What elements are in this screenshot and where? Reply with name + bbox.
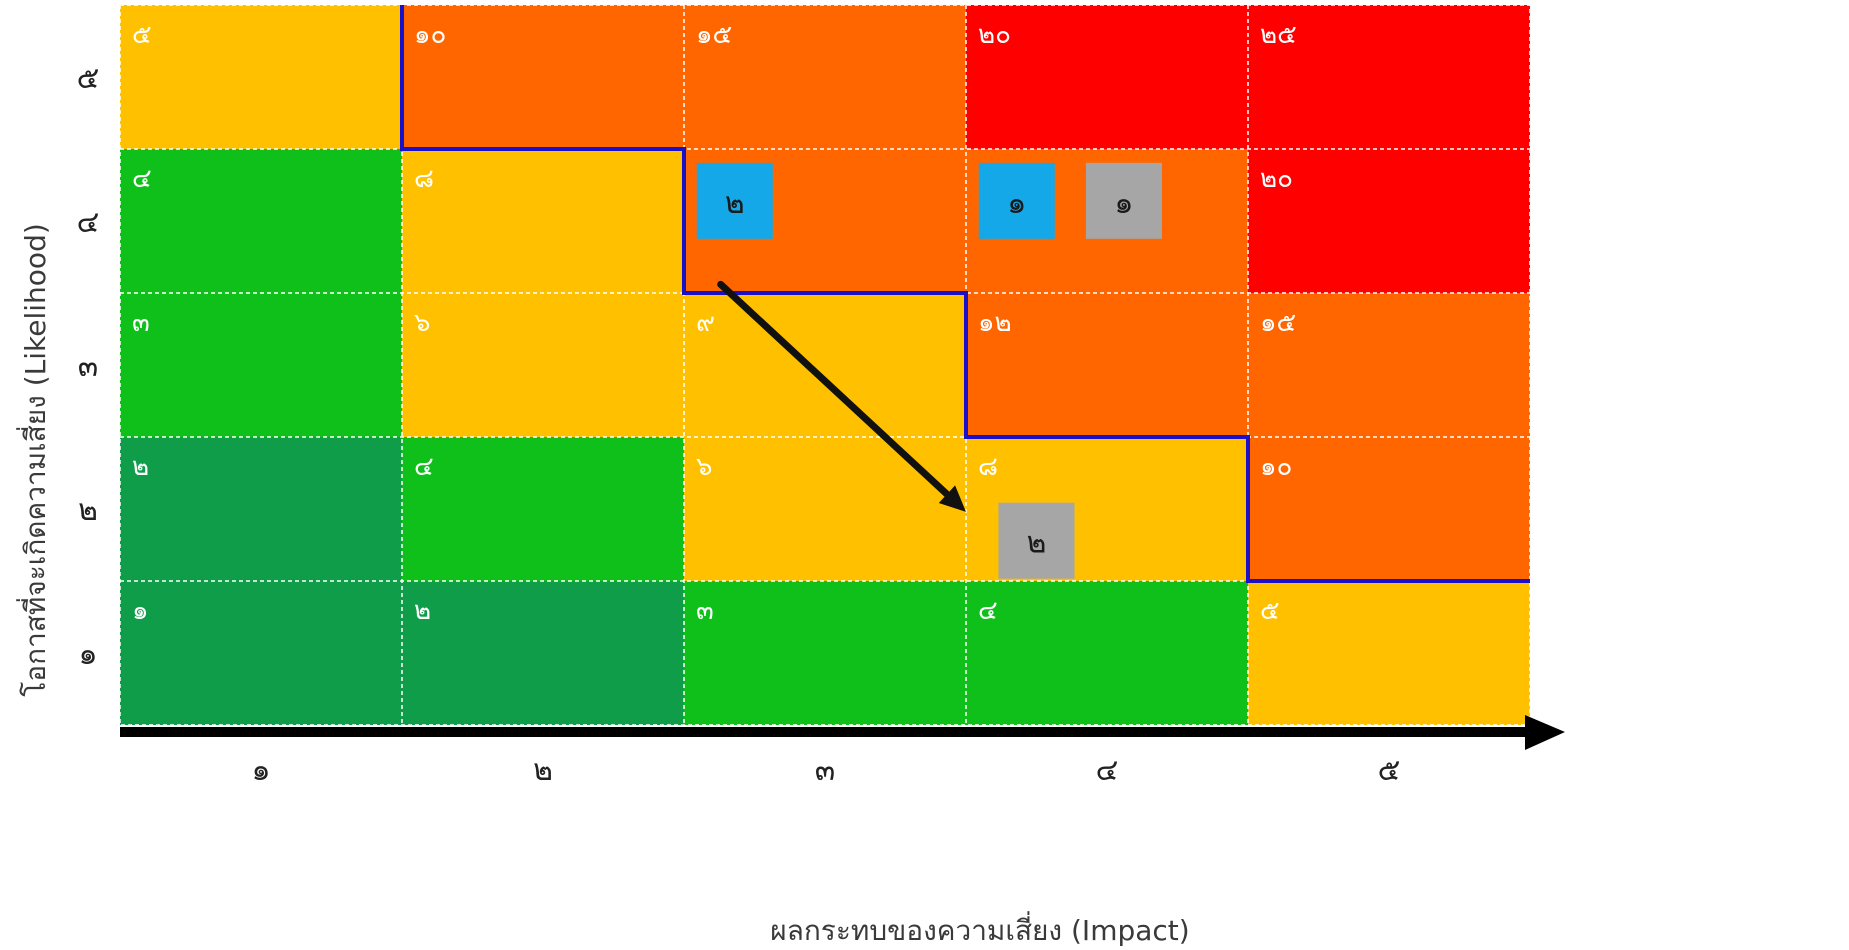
x-axis-title: ผลกระทบของความเสี่ยง (Impact) bbox=[770, 911, 1189, 947]
cell-score-label: ๑ bbox=[132, 596, 149, 626]
cell-score-label: ๕ bbox=[1260, 596, 1280, 626]
heatmap-cell bbox=[402, 293, 684, 437]
trend-arrow-head bbox=[938, 485, 966, 512]
x-tick-label: ๑ bbox=[251, 753, 270, 788]
risk-marker-box bbox=[978, 162, 1055, 239]
heatmap-cell bbox=[120, 149, 402, 293]
x-axis bbox=[120, 715, 1565, 750]
cell-score-label: ๑๐ bbox=[414, 20, 446, 50]
cell-score-label: ๓ bbox=[696, 596, 714, 626]
heatmap-cell bbox=[684, 293, 966, 437]
heatmap-cells: ๕๑๐๑๕๒๐๒๕๔๘๑๒๑๖๒๐๓๖๙๑๒๑๕๒๔๖๘๑๐๑๒๓๔๕ bbox=[120, 5, 1530, 725]
cell-score-label: ๒๐ bbox=[978, 20, 1011, 50]
heatmap-cell bbox=[684, 581, 966, 725]
heatmap-cell bbox=[966, 581, 1248, 725]
risk-marker-label: ๑ bbox=[1114, 186, 1133, 221]
risk-appetite-boundary bbox=[400, 5, 1530, 583]
x-tick-label: ๕ bbox=[1378, 753, 1401, 788]
risk-marker-label: ๒ bbox=[725, 186, 745, 221]
y-tick-label: ๕ bbox=[77, 61, 100, 96]
heatmap-cell bbox=[402, 437, 684, 581]
trend-arrow bbox=[717, 280, 966, 512]
cell-score-label: ๖ bbox=[696, 452, 713, 482]
cell-score-label: ๑๒ bbox=[978, 308, 1012, 338]
risk-marker-label: ๒ bbox=[1027, 526, 1047, 561]
cell-score-label: ๑๕ bbox=[696, 20, 732, 50]
heatmap-cell bbox=[684, 437, 966, 581]
y-tick-label: ๔ bbox=[77, 205, 100, 240]
risk-marker-label: ๑ bbox=[1007, 186, 1026, 221]
cell-score-label: ๒ bbox=[132, 452, 149, 482]
cell-score-label: ๓ bbox=[132, 308, 150, 338]
cell-score-label: ๘ bbox=[414, 164, 434, 194]
risk-marker-box bbox=[696, 162, 773, 239]
cell-score-label: ๒๕ bbox=[1260, 20, 1297, 50]
heatmap-cell bbox=[402, 5, 684, 149]
heatmap-cell bbox=[1248, 437, 1530, 581]
cell-score-label: ๘ bbox=[978, 452, 998, 482]
heatmap-cell bbox=[966, 5, 1248, 149]
heatmap-cell bbox=[1248, 581, 1530, 725]
y-tick-label: ๓ bbox=[78, 349, 99, 384]
heatmap-cell bbox=[120, 437, 402, 581]
heatmap-cell bbox=[120, 293, 402, 437]
cell-score-label: ๑๐ bbox=[1260, 452, 1292, 482]
heatmap-cell bbox=[684, 5, 966, 149]
x-tick-label: ๔ bbox=[1096, 753, 1119, 788]
cell-score-label: ๔ bbox=[414, 452, 434, 482]
cell-score-label: ๑๕ bbox=[1260, 308, 1296, 338]
heatmap-cell bbox=[120, 581, 402, 725]
heatmap-cell bbox=[1248, 5, 1530, 149]
x-axis-line bbox=[120, 727, 1530, 737]
x-tick-label: ๓ bbox=[815, 753, 836, 788]
risk-marker-box bbox=[1085, 162, 1162, 239]
risk-appetite-line bbox=[400, 5, 1530, 583]
x-tick-label: ๒ bbox=[533, 753, 553, 788]
cell-score-label: ๒๐ bbox=[1260, 164, 1293, 194]
cell-score-label: ๙ bbox=[696, 308, 715, 338]
heatmap-cell bbox=[1248, 293, 1530, 437]
cell-score-label: ๔ bbox=[132, 164, 152, 194]
cell-score-label: ๔ bbox=[978, 596, 998, 626]
risk-marker-box bbox=[998, 502, 1075, 579]
y-tick-label: ๑ bbox=[78, 637, 97, 672]
heatmap-cell bbox=[402, 581, 684, 725]
axis-ticks: ๑๒๓๔๕๑๒๓๔๕ bbox=[77, 61, 1401, 788]
risk-markers: ๒๑๑๒ bbox=[696, 162, 1162, 579]
heatmap-cell bbox=[1248, 149, 1530, 293]
cell-score-label: ๕ bbox=[132, 20, 152, 50]
heatmap-cell bbox=[966, 293, 1248, 437]
y-tick-label: ๒ bbox=[78, 493, 98, 528]
cell-score-label: ๖ bbox=[414, 308, 431, 338]
heatmap-cell bbox=[402, 149, 684, 293]
heatmap-cell bbox=[120, 5, 402, 149]
trend-arrow-shaft bbox=[717, 280, 951, 498]
y-axis-title: โอกาสที่จะเกิดความเสี่ยง (Likelihood) bbox=[16, 223, 52, 697]
grid-border bbox=[119, 4, 1531, 726]
cell-score-label: ๒ bbox=[414, 596, 431, 626]
x-axis-arrowhead bbox=[1525, 715, 1565, 750]
